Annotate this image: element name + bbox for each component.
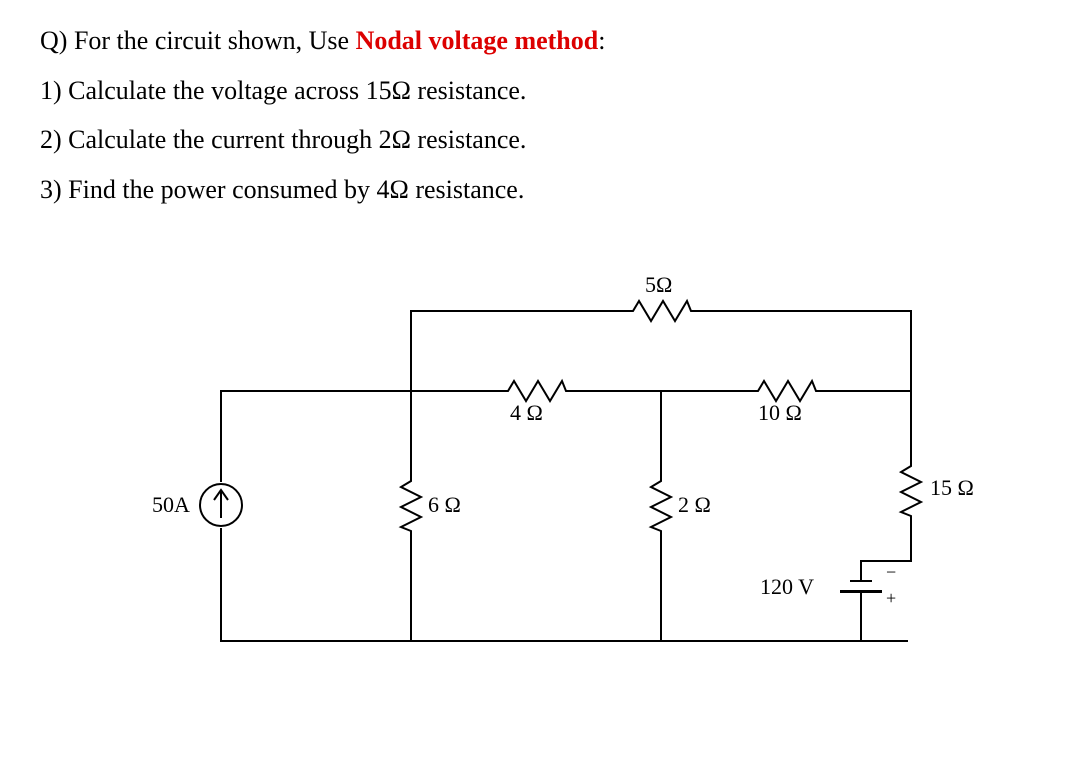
q-prefix: Q): [40, 26, 74, 55]
erase-patch: [908, 562, 914, 642]
wire: [220, 390, 410, 392]
wire: [860, 593, 862, 640]
question-line: Q) For the circuit shown, Use Nodal volt…: [40, 20, 1060, 62]
wire: [220, 528, 222, 640]
label-2ohm: 2 Ω: [678, 492, 711, 518]
q-highlight: Nodal voltage method: [356, 26, 599, 55]
label-120v: 120 V: [760, 574, 814, 600]
polarity-minus: −: [886, 562, 896, 583]
wire: [910, 390, 912, 460]
wire: [860, 560, 862, 580]
label-4ohm: 4 Ω: [510, 400, 543, 426]
wire: [660, 535, 662, 640]
wire: [410, 535, 412, 640]
wire: [220, 640, 912, 642]
resistor-2ohm: [650, 475, 672, 535]
resistor-4ohm: [500, 380, 570, 402]
wire: [660, 390, 662, 475]
question-item-3: 3) Find the power consumed by 4Ω resista…: [40, 169, 1060, 211]
wire: [410, 390, 412, 475]
label-50a: 50A: [152, 492, 190, 518]
battery-short-plate: [850, 580, 872, 582]
current-source-icon: [198, 482, 244, 528]
label-5ohm: 5Ω: [645, 272, 672, 298]
question-item-2: 2) Calculate the current through 2Ω resi…: [40, 119, 1060, 161]
wire: [410, 310, 625, 312]
polarity-plus: +: [886, 588, 896, 609]
wire: [910, 310, 912, 390]
resistor-15ohm: [900, 460, 922, 520]
label-10ohm: 10 Ω: [758, 400, 802, 426]
resistor-6ohm: [400, 475, 422, 535]
label-6ohm: 6 Ω: [428, 492, 461, 518]
wire: [410, 310, 412, 390]
wire: [410, 390, 500, 392]
q-suffix: :: [598, 26, 605, 55]
wire: [860, 560, 910, 562]
wire: [910, 520, 912, 562]
wire: [695, 310, 910, 312]
label-15ohm: 15 Ω: [930, 475, 974, 501]
resistor-10ohm: [750, 380, 820, 402]
wire: [820, 390, 912, 392]
circuit-diagram: 5Ω 4 Ω 10 Ω 50A 6 Ω 2 Ω 15 Ω: [160, 270, 980, 690]
question-item-1: 1) Calculate the voltage across 15Ω resi…: [40, 70, 1060, 112]
wire: [220, 390, 222, 482]
q-text: For the circuit shown, Use: [74, 26, 356, 55]
resistor-5ohm: [625, 300, 695, 322]
